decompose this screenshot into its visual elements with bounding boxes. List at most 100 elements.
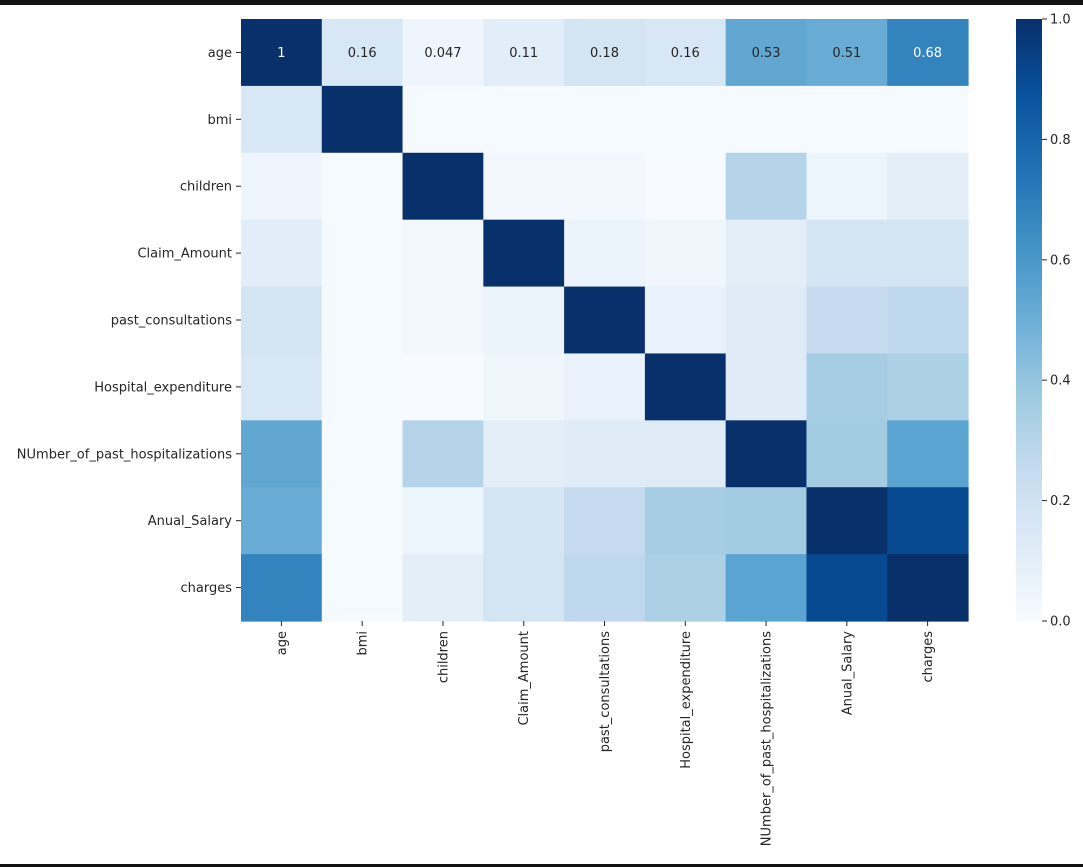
heatmap-cell [887, 19, 969, 87]
heatmap-cell [402, 554, 484, 622]
cell-annotation: 0.11 [509, 46, 538, 61]
heatmap-cell [887, 152, 969, 221]
heatmap-cell [241, 19, 323, 87]
heatmap-cell [241, 85, 323, 154]
y-axis-ticks: age bmi children Claim_Amount past_consultat… [17, 46, 241, 596]
heatmap-cell [644, 420, 727, 488]
heatmap-cell [402, 19, 484, 87]
heatmap-cell [806, 554, 888, 622]
heatmap-cell [483, 286, 565, 355]
heatmap-cell [483, 487, 565, 555]
heatmap-cell [402, 353, 484, 421]
heatmap-cell [483, 19, 565, 87]
heatmap-cell [644, 554, 727, 622]
heatmap-cell [241, 152, 323, 221]
colorbar: 0.0 0.2 0.4 0.6 0.8 1.0 [1016, 13, 1071, 630]
y-tick-label: bmi [207, 113, 232, 128]
heatmap-cell [241, 219, 323, 288]
heatmap-cell [241, 420, 323, 488]
x-tick-label: NUmber_of_past_hospitalizations [760, 631, 775, 846]
heatmap-cell [644, 85, 727, 154]
heatmap-cell [644, 487, 727, 555]
cell-annotation: 1 [277, 46, 285, 61]
heatmap-cell [402, 219, 484, 288]
x-tick-label: charges [921, 631, 936, 683]
heatmap-cell [725, 152, 808, 221]
heatmap-cell [241, 286, 323, 355]
heatmap-cell [806, 487, 888, 555]
heatmap-cell [725, 286, 808, 355]
heatmap-cell [564, 420, 646, 488]
heatmap-cell [321, 420, 404, 488]
heatmap-cell [402, 85, 484, 154]
heatmap-cell [402, 286, 484, 355]
top-border [0, 0, 1083, 5]
x-tick-label: Claim_Amount [517, 631, 532, 726]
heatmap-cell [483, 554, 565, 622]
y-tick-label: charges [181, 581, 233, 596]
colorbar-tick-label: 0.0 [1050, 615, 1071, 630]
y-tick-label: age [208, 46, 232, 61]
heatmap-cell [887, 353, 969, 421]
heatmap-cell [887, 420, 969, 488]
heatmap-cell [725, 85, 808, 154]
heatmap-cell [564, 219, 646, 288]
heatmap-cell [483, 219, 565, 288]
heatmap-cell [887, 487, 969, 555]
colorbar-scale [1016, 19, 1042, 621]
x-tick-label: past_consultations [598, 631, 613, 753]
heatmap-cell [806, 286, 888, 355]
heatmap-cell [402, 487, 484, 555]
heatmap-cell [321, 152, 404, 221]
heatmap-cell [725, 19, 808, 87]
y-tick-label: Anual_Salary [148, 514, 233, 529]
heatmap-cell [241, 353, 323, 421]
colorbar-tick-label: 0.8 [1050, 133, 1071, 148]
y-tick-label: NUmber_of_past_hospitalizations [17, 447, 232, 462]
heatmap-cell [241, 554, 323, 622]
heatmap-cell [725, 219, 808, 288]
heatmap-cell [483, 353, 565, 421]
heatmap-cell [241, 487, 323, 555]
heatmap-cell [725, 420, 808, 488]
heatmap-cell [806, 353, 888, 421]
heatmap-cell [564, 554, 646, 622]
heatmap-cell [806, 152, 888, 221]
x-tick-label: Hospital_expenditure [679, 631, 694, 769]
heatmap-cell [564, 85, 646, 154]
heatmap-cell [644, 152, 727, 221]
heatmap-cell [321, 19, 404, 87]
heatmap-cell [483, 85, 565, 154]
y-tick-label: children [180, 180, 232, 195]
heatmap-cell [887, 219, 969, 288]
heatmap-cell [725, 554, 808, 622]
y-tick-label: past_consultations [111, 314, 233, 329]
heatmap-cell [564, 152, 646, 221]
bottom-border [0, 864, 1083, 867]
heatmap-cell [725, 487, 808, 555]
y-tick-label: Claim_Amount [137, 247, 232, 262]
heatmap-cell [402, 152, 484, 221]
heatmap-cell [321, 353, 404, 421]
cell-annotations: 1 0.16 0.047 0.11 0.18 0.16 0.53 0.51 0.68 [277, 46, 942, 61]
colorbar-tick-label: 0.2 [1050, 494, 1071, 509]
heatmap-cell [321, 487, 404, 555]
heatmap-cell [321, 554, 404, 622]
x-tick-label: age [275, 631, 290, 655]
heatmap-cell [887, 286, 969, 355]
heatmap-cell [564, 286, 646, 355]
cell-annotation: 0.16 [671, 46, 700, 61]
heatmap-cell [321, 286, 404, 355]
heatmap-cell [321, 85, 404, 154]
heatmap-cell [644, 19, 727, 87]
colorbar-tick-label: 0.6 [1050, 253, 1071, 268]
heatmap-cell [321, 219, 404, 288]
heatmap-cell [806, 19, 888, 87]
x-tick-label: children [436, 631, 451, 683]
cell-annotation: 0.18 [590, 46, 619, 61]
x-tick-label: Anual_Salary [840, 631, 855, 716]
cell-annotation: 0.53 [752, 46, 781, 61]
x-tick-label: bmi [356, 631, 371, 656]
cell-annotation: 0.047 [424, 46, 461, 61]
